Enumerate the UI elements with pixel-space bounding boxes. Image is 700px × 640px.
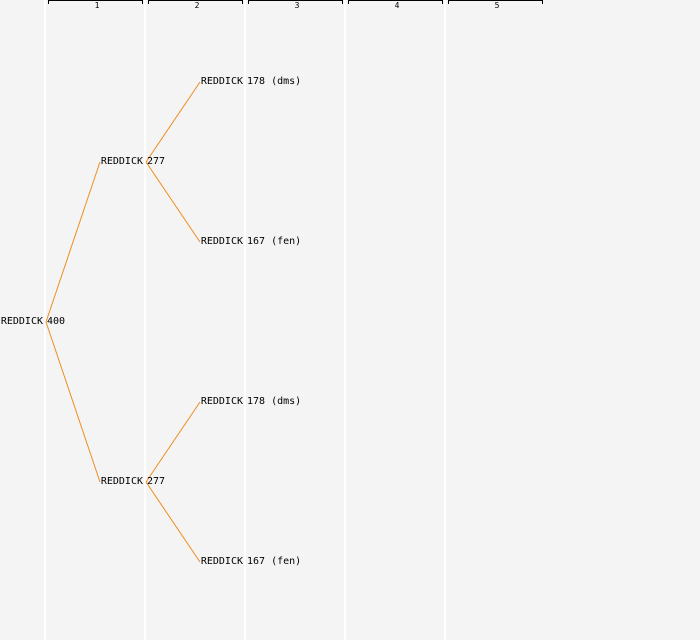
node-value: 277	[147, 156, 166, 167]
column-number: 1	[94, 1, 100, 10]
node-name[interactable]: REDDICK	[200, 556, 243, 567]
column-number: 5	[494, 1, 500, 10]
column-bracket	[48, 0, 143, 4]
column-bracket	[448, 0, 543, 4]
column-divider	[144, 0, 146, 640]
column-number: 2	[194, 1, 200, 10]
tree-edge	[145, 481, 201, 563]
column-divider	[344, 0, 346, 640]
tree-edge	[145, 161, 201, 243]
node-value: 167 (fen)	[247, 236, 302, 247]
tree-edge	[45, 321, 101, 483]
node-value: 178 (dms)	[247, 76, 302, 87]
node-name[interactable]: REDDICK	[0, 316, 43, 327]
node-name[interactable]: REDDICK	[100, 156, 143, 167]
node-name[interactable]: REDDICK	[100, 476, 143, 487]
node-value: 178 (dms)	[247, 396, 302, 407]
column-divider	[44, 0, 46, 640]
column-bracket	[248, 0, 343, 4]
node-value: 277	[147, 476, 166, 487]
tree-edge	[145, 81, 201, 163]
tree-edge	[145, 401, 201, 483]
column-bracket	[348, 0, 443, 4]
node-value: 167 (fen)	[247, 556, 302, 567]
node-name[interactable]: REDDICK	[200, 396, 243, 407]
column-number: 3	[294, 1, 300, 10]
node-name[interactable]: REDDICK	[200, 236, 243, 247]
column-divider	[244, 0, 246, 640]
tree-edge	[45, 161, 101, 323]
column-divider	[444, 0, 446, 640]
node-name[interactable]: REDDICK	[200, 76, 243, 87]
column-number: 4	[394, 1, 400, 10]
node-value: 400	[47, 316, 66, 327]
column-bracket	[148, 0, 243, 4]
